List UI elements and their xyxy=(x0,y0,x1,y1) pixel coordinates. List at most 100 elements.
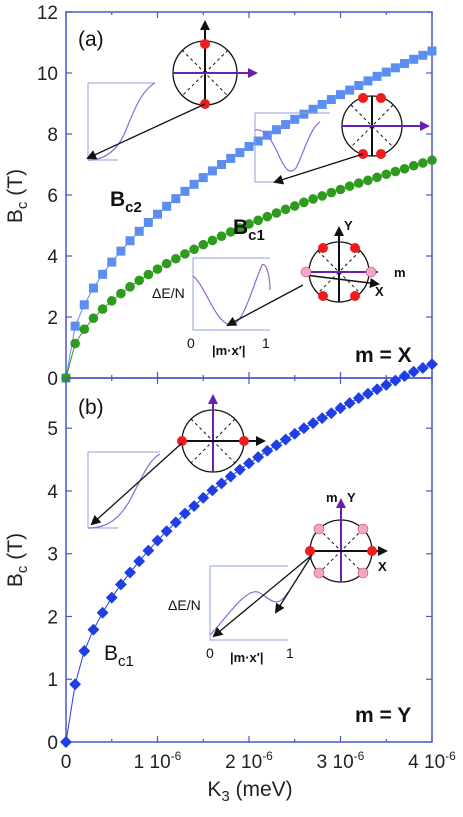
y-tick-label: 8 xyxy=(47,125,58,146)
spin-diagram-a2 xyxy=(341,93,430,159)
y-tick-label: 2 xyxy=(47,308,58,329)
data-point-bc2 xyxy=(226,153,236,163)
data-point-bc1 xyxy=(389,374,402,387)
data-point-bc1 xyxy=(114,578,127,591)
x-tick-exponent: -6 xyxy=(171,749,182,763)
data-point-bc2 xyxy=(125,236,135,246)
data-point-bc1 xyxy=(105,591,118,604)
data-point-bc1 xyxy=(372,172,382,183)
xlabel-main: K xyxy=(207,778,221,801)
data-point-bc1 xyxy=(299,197,309,208)
data-point-bc1 xyxy=(124,566,136,579)
data-point-bc1 xyxy=(206,484,219,497)
data-point-bc2 xyxy=(171,194,181,204)
data-point-bc1 xyxy=(87,623,100,636)
svg-text:Bc (T): Bc (T) xyxy=(4,169,31,223)
data-point-bc1 xyxy=(418,158,428,168)
data-point-bc2 xyxy=(354,81,364,91)
data-point-bc1 xyxy=(335,184,346,195)
data-point-bc1 xyxy=(78,645,91,657)
data-point-bc1 xyxy=(371,383,384,396)
label-bc1-b: Bc1 xyxy=(104,642,134,670)
data-point-bc2 xyxy=(363,76,373,86)
x-tick-exponent: -6 xyxy=(354,749,365,763)
y-tick-label: 6 xyxy=(47,186,58,207)
inset-a-xtick-0: 0 xyxy=(187,335,195,351)
data-point-bc2 xyxy=(290,114,300,124)
data-point-bc2 xyxy=(271,125,281,135)
data-point-bc2 xyxy=(98,269,108,279)
data-point-bc1 xyxy=(243,457,255,470)
label-bc1-a-main: B xyxy=(233,216,248,239)
data-point-bc2 xyxy=(372,71,382,81)
x-tick-exponent: -6 xyxy=(445,749,456,763)
data-point-bc1 xyxy=(134,275,144,286)
data-point-bc1 xyxy=(343,397,356,410)
x-tick-exponent: -6 xyxy=(262,749,273,763)
data-point-bc1 xyxy=(216,231,227,241)
data-point-bc1 xyxy=(262,211,273,222)
data-point-bc2 xyxy=(134,226,144,236)
panel-b-series xyxy=(60,358,438,748)
data-point-bc1 xyxy=(416,362,429,374)
data-point-bc1 xyxy=(106,296,117,306)
data-point-bc1 xyxy=(317,191,328,201)
inset-b-xtick-1: 1 xyxy=(286,645,294,661)
inset-a-x-axis-text: X xyxy=(375,284,384,299)
inset-b-ylabel: ΔE/N xyxy=(168,597,201,613)
label-bc2-sub: c2 xyxy=(125,199,142,216)
data-point-bc2 xyxy=(317,99,327,109)
data-point-bc1 xyxy=(297,422,310,435)
panel-b-ylabel-unit: (T) xyxy=(4,533,27,566)
y-tick-label: 5 xyxy=(47,419,58,440)
data-point-bc2 xyxy=(381,67,391,77)
data-point-bc1 xyxy=(363,175,373,186)
y-tick-label: 1 xyxy=(47,670,58,691)
label-bc1-a-sub: c1 xyxy=(248,227,265,244)
data-point-bc1 xyxy=(307,417,319,430)
inset-a-y-axis-text: Y xyxy=(344,218,353,233)
data-point-bc2 xyxy=(189,179,199,189)
panel-a-series xyxy=(61,46,437,383)
spin-diagram-a3: Y m X xyxy=(300,218,406,303)
y-tick-label: 3 xyxy=(47,545,58,566)
panel-b-ylabel-sub: c xyxy=(14,565,31,573)
data-point-bc1 xyxy=(60,736,72,748)
data-point-bc2 xyxy=(244,142,254,152)
data-point-bc2 xyxy=(390,63,400,73)
data-point-bc2 xyxy=(198,173,208,183)
data-point-bc2 xyxy=(427,46,437,56)
condition-a: m = X xyxy=(355,344,412,367)
data-point-bc1 xyxy=(125,282,135,292)
xlabel-sub: 3 xyxy=(221,788,229,805)
data-point-bc2 xyxy=(235,148,245,158)
panel-a-y-axis-label: Bc (T) xyxy=(4,169,31,223)
data-point-bc1 xyxy=(143,269,154,280)
svg-text:Bc (T): Bc (T) xyxy=(4,533,31,587)
inset-b-m-axis-text: m xyxy=(326,490,338,505)
data-point-bc2 xyxy=(217,160,227,169)
energy-inset-a1 xyxy=(86,82,206,161)
data-point-bc2 xyxy=(88,283,98,293)
data-point-bc1 xyxy=(362,387,374,400)
y-tick-label: 4 xyxy=(47,247,58,268)
data-point-bc2 xyxy=(326,95,336,105)
y-tick-label: 10 xyxy=(37,64,58,85)
data-point-bc1 xyxy=(334,402,347,415)
data-point-bc1 xyxy=(380,378,393,391)
data-point-bc1 xyxy=(152,264,163,274)
data-point-bc1 xyxy=(161,258,172,269)
data-point-bc1 xyxy=(253,215,263,226)
data-point-bc1 xyxy=(224,470,237,483)
x-tick-label: 2 10-6 xyxy=(225,749,273,773)
panel-b-y-axis-label: Bc (T) xyxy=(4,533,31,587)
spin-diagram-b1 xyxy=(177,394,266,473)
data-point-bc1 xyxy=(288,427,301,440)
inset-a-xtick-1: 1 xyxy=(262,335,270,351)
inset-b-xtick-0: 0 xyxy=(206,645,214,661)
data-point-bc2 xyxy=(70,321,80,331)
data-point-bc1 xyxy=(116,288,126,299)
